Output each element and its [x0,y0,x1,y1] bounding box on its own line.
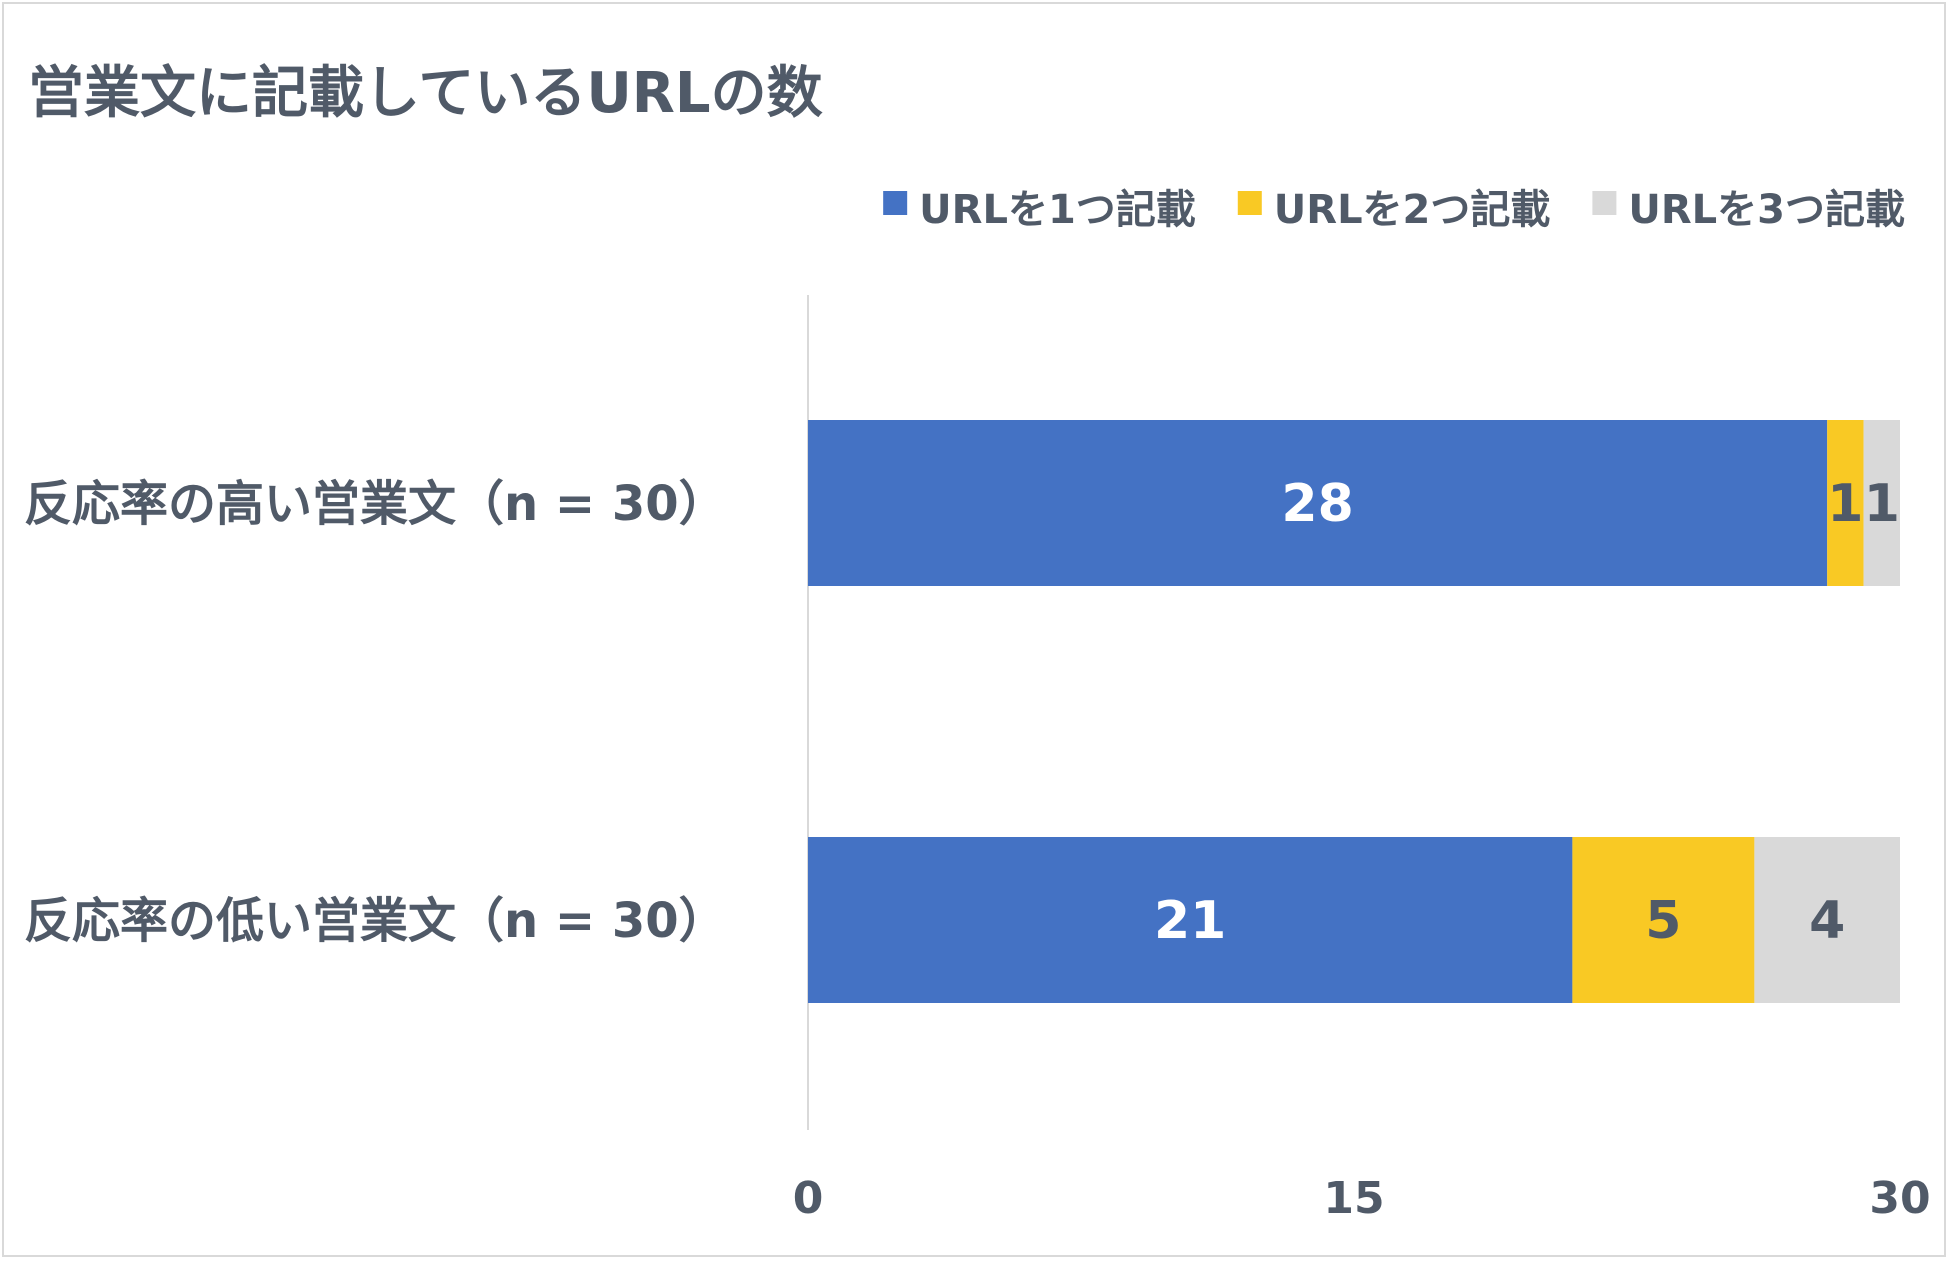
legend: URLを1つ記載 URLを2つ記載 URLを3つ記載 [883,187,1905,233]
legend-label-3: URLを3つ記載 [1628,187,1905,233]
data-label-1-3: 1 [1864,474,1900,534]
category-label-2: 反応率の低い営業文（n = 30） [24,893,727,949]
data-label-2-1: 21 [1154,891,1226,951]
x-axis-ticks: 0 15 30 [793,1173,1931,1224]
legend-label-2: URLを2つ記載 [1274,187,1551,233]
x-tick-label-2: 15 [1323,1173,1384,1224]
bar-segment-1-3 [1863,420,1900,586]
bar-segment-2-3 [1754,837,1900,1003]
category-labels: 反応率の高い営業文（n = 30） 反応率の低い営業文（n = 30） [24,476,727,949]
x-tick-label-3: 30 [1869,1173,1930,1224]
legend-item-2: URLを2つ記載 [1237,187,1551,233]
chart-title: 営業文に記載しているURLの数 [28,61,823,126]
data-label-1-1: 28 [1281,474,1353,534]
data-label-2-3: 4 [1809,891,1845,951]
legend-label-1: URLを1つ記載 [919,187,1196,233]
data-label-1-2: 1 [1827,474,1863,534]
bar-segment-2-1 [808,837,1573,1003]
legend-swatch-2 [1237,191,1262,215]
bar-segment-1-1 [808,420,1828,586]
legend-item-3: URLを3つ記載 [1592,187,1905,233]
bar-segment-2-2 [1572,837,1755,1003]
x-tick-label-1: 0 [793,1173,824,1224]
legend-swatch-1 [883,191,908,215]
bars-group: 28 1 1 21 5 4 [808,420,1900,1003]
legend-item-1: URLを1つ記載 [883,187,1196,233]
category-label-1: 反応率の高い営業文（n = 30） [24,476,727,532]
data-label-2-2: 5 [1645,891,1681,951]
bar-segment-1-2 [1827,420,1864,586]
legend-swatch-3 [1592,191,1617,215]
